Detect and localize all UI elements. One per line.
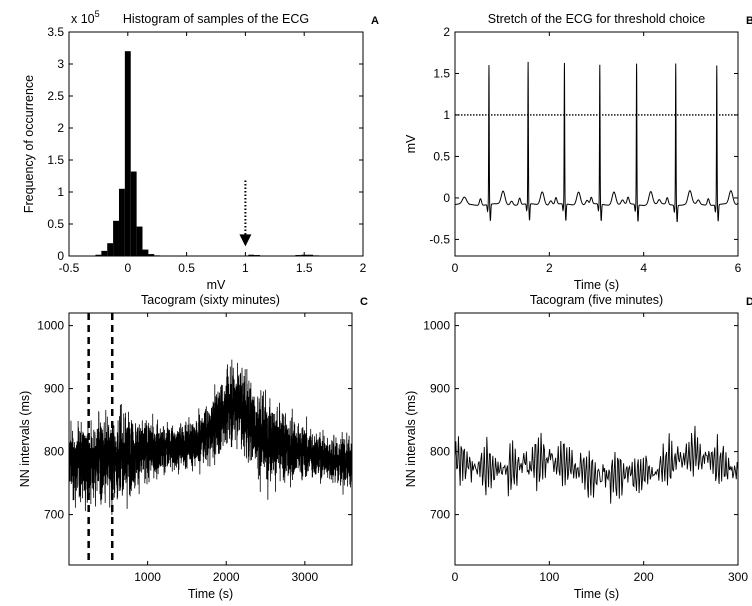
y-tick-label: 800 (44, 445, 64, 459)
x-axis-label: Time (s) (574, 587, 619, 601)
x-tick-label: 4 (640, 261, 647, 275)
histogram-bar (95, 254, 102, 256)
y-tick-label: 1.5 (47, 153, 64, 167)
panel-letter: A (371, 15, 379, 27)
panel-b: 0 2 4 6 -0.5 0 0.5 1 1.5 2 Stretch of the ECG for … (404, 12, 752, 292)
x-tick-label: 2000 (213, 570, 240, 584)
chart-title: Tacogram (five minutes) (530, 293, 663, 307)
panel-letter: B (746, 15, 752, 27)
y-tick-label: 2 (57, 121, 64, 135)
x-tick-label: -0.5 (59, 261, 80, 275)
x-tick-label: 0 (452, 261, 459, 275)
y-tick-label: 3 (57, 57, 64, 71)
y-tick-label: 2.5 (47, 89, 64, 103)
y-tick-label: 0 (443, 191, 450, 205)
y-tick-label: 0.5 (433, 149, 450, 163)
panel-letter: C (360, 296, 368, 308)
ecg-trace (454, 61, 739, 223)
y-tick-label: 0.5 (47, 217, 64, 231)
histogram-bar (124, 51, 131, 257)
y-tick-label: 900 (430, 382, 450, 396)
y-tick-label: 2 (443, 25, 450, 39)
histogram-bar (113, 220, 119, 256)
chart-title: Histogram of samples of the ECG (123, 12, 309, 26)
y-tick-label: 1000 (423, 319, 450, 333)
x-tick-label: 0.5 (178, 261, 195, 275)
histogram-bar (130, 171, 137, 256)
histogram-bar (101, 250, 108, 256)
histogram-bar (136, 226, 143, 256)
y-tick-label: 1.5 (433, 66, 450, 80)
y-tick-label: 800 (430, 445, 450, 459)
x-tick-label: 1000 (134, 570, 161, 584)
x-tick-label: 0 (452, 570, 459, 584)
histogram-bar (118, 188, 125, 256)
y-tick-label: 1 (443, 108, 450, 122)
axes-frame (68, 31, 364, 257)
x-tick-label: 1.5 (296, 261, 313, 275)
y-tick-label: 1 (57, 185, 64, 199)
chart-title: Stretch of the ECG for threshold choice (488, 12, 706, 26)
y-axis-label: mV (404, 134, 418, 153)
y-tick-label: 700 (430, 508, 450, 522)
histogram-bar (148, 254, 155, 256)
x-axis-label: mV (207, 278, 226, 292)
histogram-bar (307, 254, 314, 256)
y-axis-label: NN intervals (ms) (18, 391, 32, 488)
axes-frame (454, 31, 739, 257)
x-tick-label: 3000 (291, 570, 318, 584)
histogram-bar (248, 254, 255, 256)
x-tick-label: 2 (546, 261, 553, 275)
x-tick-label: 2 (360, 261, 367, 275)
x-tick-label: 300 (728, 570, 748, 584)
histogram-bar (107, 243, 114, 256)
plot-area (454, 425, 739, 504)
x-axis-label: Time (s) (188, 587, 233, 601)
y-tick-label: 700 (44, 508, 64, 522)
y-tick-label: 900 (44, 382, 64, 396)
y-tick-label: 0 (57, 249, 64, 263)
x-tick-label: 0 (124, 261, 131, 275)
y-tick-label: -0.5 (429, 232, 450, 246)
exponent-label: x 105 (71, 9, 100, 26)
plot-area (95, 51, 319, 257)
nn-interval-series (68, 359, 353, 515)
panel-letter: D (746, 296, 752, 308)
x-tick-label: 1 (242, 261, 249, 275)
y-axis-label: Frequency of occurrence (22, 75, 36, 213)
plot-area (454, 61, 739, 223)
panel-d: 0 100 200 300 700 800 900 1000 Tacogram (five mi… (404, 293, 752, 601)
x-tick-label: 100 (539, 570, 559, 584)
y-tick-label: 1000 (37, 319, 64, 333)
plot-area (68, 313, 353, 565)
axes-frame (68, 312, 353, 566)
panel-c: 1000 2000 3000 700 800 900 1000 Tacogram (sixty… (18, 293, 368, 601)
y-tick-label: 3.5 (47, 25, 64, 39)
nn-interval-series (454, 425, 739, 504)
x-axis-label: Time (s) (574, 278, 619, 292)
axes-frame (454, 312, 739, 566)
chart-title: Tacogram (sixty minutes) (141, 293, 280, 307)
histogram-bar (142, 249, 149, 256)
x-tick-label: 200 (634, 570, 654, 584)
y-axis-label: NN intervals (ms) (404, 391, 418, 488)
threshold-arrow-head (239, 234, 252, 247)
x-tick-label: 6 (735, 261, 742, 275)
exponent-power: 5 (95, 9, 100, 19)
